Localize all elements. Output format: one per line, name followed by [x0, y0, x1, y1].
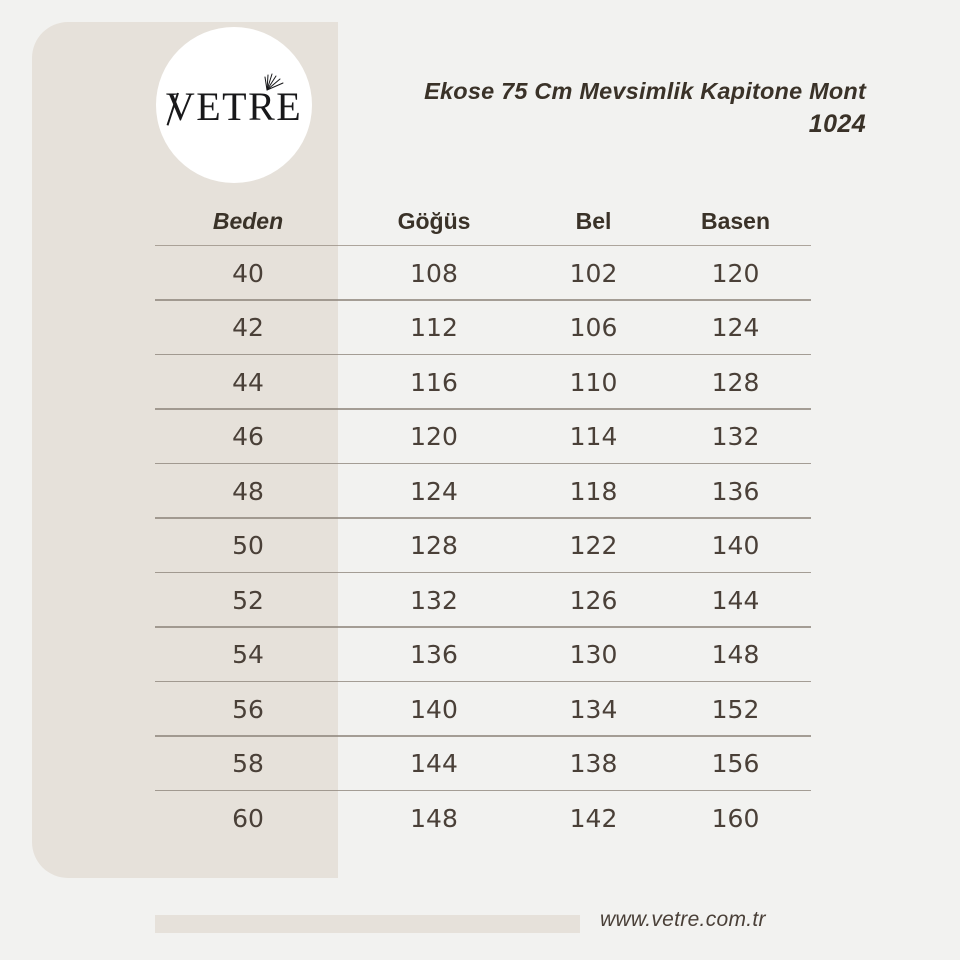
- brand-logo: VETRE: [156, 27, 312, 183]
- footer-website-url: www.vetre.com.tr: [600, 908, 766, 931]
- cell-bel: 134: [569, 694, 618, 724]
- cell-basen: 156: [711, 749, 760, 779]
- cell-beden: 56: [232, 694, 264, 724]
- cell-beden: 50: [232, 531, 264, 561]
- cell-gogus: 148: [410, 803, 458, 833]
- cell-basen: 136: [711, 476, 760, 506]
- cell-basen: 160: [711, 803, 760, 833]
- table-row: 60 148 142 160: [155, 791, 811, 846]
- column-header-basen: Basen: [700, 207, 771, 234]
- cell-basen: 144: [711, 585, 760, 615]
- cell-beden: 60: [232, 803, 264, 833]
- logo-circle-background: [156, 27, 312, 183]
- footer-decorative-bar: [155, 915, 580, 933]
- row-rule: [155, 408, 811, 410]
- cell-gogus: 108: [410, 258, 458, 288]
- table-row: 40 108 102 120: [155, 246, 811, 301]
- page-title: Ekose 75 Cm Mevsimlik Kapitone Mont: [424, 78, 866, 104]
- cell-bel: 130: [569, 640, 618, 670]
- cell-beden: 46: [232, 422, 264, 452]
- table-row: 52 132 126 144: [155, 573, 811, 628]
- cell-beden: 48: [232, 476, 264, 506]
- brand-logo-text-wrap: VETRE: [165, 73, 303, 129]
- cell-bel: 138: [569, 749, 618, 779]
- cell-bel: 110: [569, 367, 618, 397]
- column-header-gogus: Göğüs: [397, 207, 471, 234]
- cell-bel: 114: [569, 422, 618, 452]
- cell-bel: 142: [569, 803, 618, 833]
- table-row: 46 120 114 132: [155, 410, 811, 464]
- cell-gogus: 116: [410, 367, 458, 397]
- row-rule: [155, 462, 811, 464]
- cell-gogus: 124: [410, 476, 458, 506]
- cell-beden: 58: [232, 749, 264, 779]
- cell-basen: 148: [711, 640, 760, 670]
- cell-gogus: 132: [410, 585, 458, 615]
- column-header-beden: Beden: [212, 207, 284, 234]
- header-rule: [155, 244, 811, 246]
- brand-logo-text: VETRE: [165, 84, 303, 129]
- cell-beden: 42: [232, 313, 264, 343]
- size-table: Beden Göğüs Bel Basen 40 108 102 120 42 …: [155, 196, 811, 846]
- row-rule: [155, 571, 811, 573]
- cell-bel: 122: [569, 531, 618, 561]
- cell-basen: 132: [711, 422, 760, 452]
- cell-beden: 40: [232, 258, 264, 288]
- cell-bel: 118: [569, 476, 618, 506]
- table-header-row: Beden Göğüs Bel Basen: [155, 196, 811, 246]
- row-rule: [155, 353, 811, 355]
- cell-gogus: 140: [410, 694, 458, 724]
- cell-beden: 54: [232, 640, 264, 670]
- table-row: 42 112 106 124: [155, 301, 811, 355]
- cell-beden: 52: [232, 585, 264, 615]
- cell-gogus: 112: [410, 313, 458, 343]
- cell-gogus: 120: [410, 422, 458, 452]
- cell-bel: 106: [569, 313, 618, 343]
- table-row: 48 124 118 136: [155, 464, 811, 519]
- fan-leaf-ornament-icon: [264, 73, 284, 91]
- cell-bel: 126: [569, 585, 618, 615]
- cell-basen: 128: [711, 367, 760, 397]
- title-block: Ekose 75 Cm Mevsimlik Kapitone Mont 1024: [346, 78, 866, 138]
- cell-gogus: 144: [410, 749, 458, 779]
- column-header-bel: Bel: [575, 207, 612, 234]
- table-row: 58 144 138 156: [155, 737, 811, 791]
- page-subtitle: 1024: [808, 109, 866, 138]
- row-rule: [155, 680, 811, 682]
- row-rule: [155, 299, 811, 301]
- table-row: 54 136 130 148: [155, 628, 811, 682]
- table-row: 50 128 122 140: [155, 519, 811, 573]
- cell-gogus: 128: [410, 531, 458, 561]
- table-row: 56 140 134 152: [155, 682, 811, 737]
- cell-beden: 44: [232, 367, 264, 397]
- row-rule: [155, 735, 811, 737]
- table-row: 44 116 110 128: [155, 355, 811, 410]
- row-rule: [155, 789, 811, 791]
- row-rule: [155, 517, 811, 519]
- row-rule: [155, 626, 811, 628]
- cell-basen: 120: [711, 258, 760, 288]
- cell-basen: 124: [711, 313, 760, 343]
- cell-basen: 140: [711, 531, 760, 561]
- cell-bel: 102: [569, 258, 618, 288]
- cell-gogus: 136: [410, 640, 458, 670]
- cell-basen: 152: [711, 694, 760, 724]
